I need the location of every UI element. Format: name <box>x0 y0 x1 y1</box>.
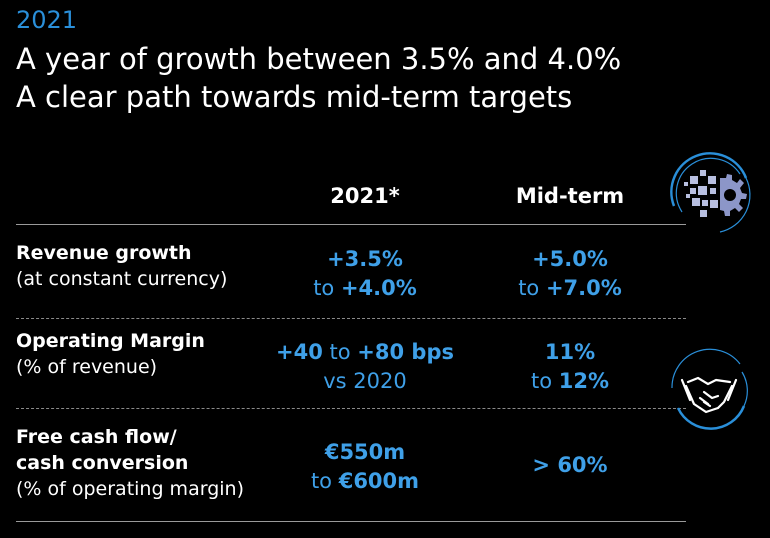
column-header-midterm: Mid-term <box>515 184 625 208</box>
value-line: +3.5% <box>327 247 403 271</box>
revenue-growth-midterm-value: +5.0% to +7.0% <box>480 245 660 303</box>
row-divider <box>16 318 686 319</box>
value-line: > 60% <box>532 453 608 477</box>
value-connector: to <box>310 469 339 493</box>
row-label-operating-margin: Operating Margin (% of revenue) <box>16 328 205 380</box>
value-connector: to <box>313 276 341 300</box>
row-label-title: Operating Margin <box>16 330 205 352</box>
value-line: +40 <box>276 340 323 364</box>
year-label: 2021 <box>16 6 78 34</box>
free-cash-flow-midterm-value: > 60% <box>480 451 660 480</box>
row-label-note: (% of operating margin) <box>16 478 244 500</box>
row-label-title: Revenue growth <box>16 242 192 264</box>
headline-line-1: A year of growth between 3.5% and 4.0% <box>16 42 622 76</box>
value-connector: to <box>322 340 358 364</box>
value-line: €550m <box>324 440 406 464</box>
value-line: +5.0% <box>532 247 608 271</box>
row-label-free-cash-flow: Free cash flow/ cash conversion (% of op… <box>16 424 244 502</box>
column-header-2021: 2021* <box>330 184 400 208</box>
handshake-icon <box>660 348 758 438</box>
bottom-rule <box>16 521 686 522</box>
digital-gear-icon <box>660 148 758 238</box>
operating-margin-midterm-value: 11% to 12% <box>480 338 660 396</box>
row-label-title: Free cash flow/ <box>16 426 177 448</box>
headline-line-2: A clear path towards mid-term targets <box>16 80 573 114</box>
row-divider <box>16 408 686 409</box>
row-label-title: cash conversion <box>16 452 189 474</box>
row-label-note: (at constant currency) <box>16 268 228 290</box>
value-connector: to <box>530 369 559 393</box>
header-rule <box>16 224 686 225</box>
value-connector: to <box>518 276 546 300</box>
value-line: +80 bps <box>357 340 454 364</box>
value-line: +4.0% <box>340 276 417 300</box>
value-line: 12% <box>558 369 610 393</box>
row-label-note: (% of revenue) <box>16 356 158 378</box>
revenue-growth-2021-value: +3.5% to +4.0% <box>270 245 460 303</box>
value-line: 11% <box>544 340 596 364</box>
value-line: +7.0% <box>545 276 622 300</box>
value-note: vs 2020 <box>323 369 407 393</box>
free-cash-flow-2021-value: €550m to €600m <box>270 438 460 496</box>
operating-margin-2021-value: +40 to +80 bps vs 2020 <box>255 338 475 396</box>
row-label-revenue-growth: Revenue growth (at constant currency) <box>16 240 227 292</box>
value-line: €600m <box>338 469 420 493</box>
